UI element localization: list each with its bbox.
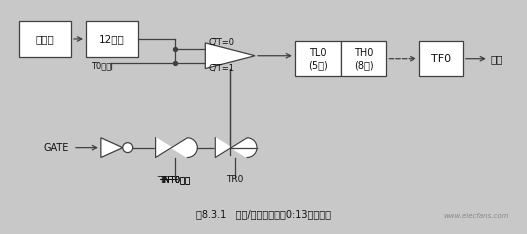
FancyBboxPatch shape xyxy=(86,21,138,57)
Polygon shape xyxy=(155,138,197,157)
FancyBboxPatch shape xyxy=(19,21,71,57)
Text: TR0: TR0 xyxy=(227,175,244,184)
Text: C/̅T̅=0: C/̅T̅=0 xyxy=(208,38,235,47)
FancyBboxPatch shape xyxy=(340,41,386,77)
FancyBboxPatch shape xyxy=(295,41,340,77)
Text: 12分频: 12分频 xyxy=(99,34,125,44)
Text: TF0: TF0 xyxy=(431,54,451,64)
Text: T0引脚: T0引脚 xyxy=(91,62,111,71)
Text: TL0
(5位): TL0 (5位) xyxy=(308,48,328,70)
Text: 振荡器: 振荡器 xyxy=(36,34,54,44)
Text: www.elecfans.com: www.elecfans.com xyxy=(443,213,509,219)
Polygon shape xyxy=(101,138,123,157)
Text: TH0
(8位): TH0 (8位) xyxy=(354,48,373,70)
Text: ̅I̅N̅T̅0引脚: ̅I̅N̅T̅0引脚 xyxy=(161,175,190,184)
Text: INT0引脚: INT0引脚 xyxy=(161,175,190,184)
FancyBboxPatch shape xyxy=(419,41,463,77)
Text: 中断: 中断 xyxy=(491,54,503,64)
Circle shape xyxy=(123,143,133,153)
Polygon shape xyxy=(215,138,257,157)
Polygon shape xyxy=(206,43,255,69)
Text: C/̅T̅=1: C/̅T̅=1 xyxy=(208,64,235,73)
Text: GATE: GATE xyxy=(43,143,69,153)
Text: 图8.3.1   定时/计数器的模式0:13位计数器: 图8.3.1 定时/计数器的模式0:13位计数器 xyxy=(196,209,330,219)
Text: INT0引脚: INT0引脚 xyxy=(161,175,190,184)
